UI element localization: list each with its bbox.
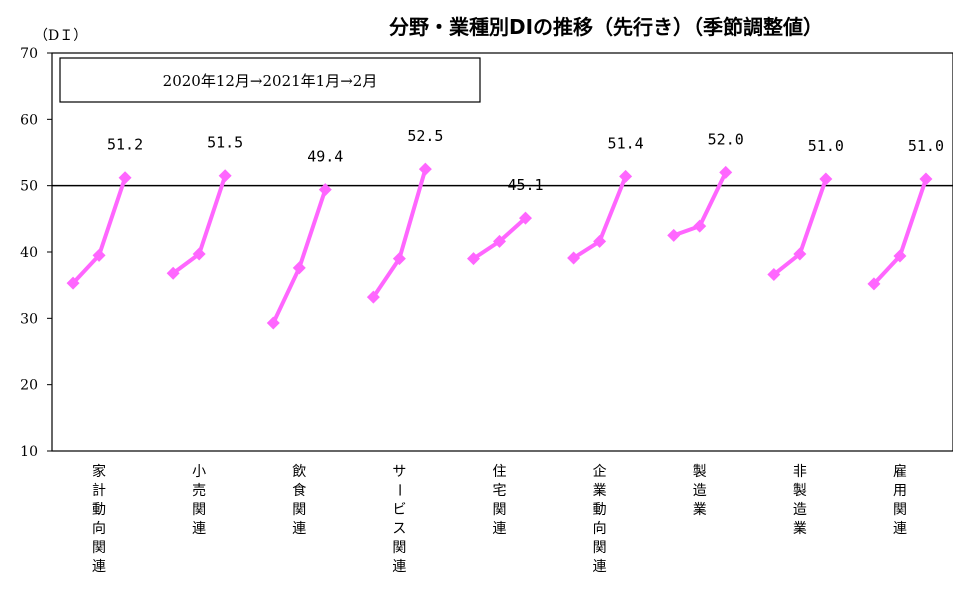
category-label-char: ビ [392, 502, 406, 518]
category-label-char: 家 [92, 463, 106, 480]
data-point [919, 172, 933, 186]
data-point [867, 277, 881, 291]
category-label-char: 造 [693, 483, 707, 499]
data-point [693, 219, 707, 233]
category-label-char: 業 [793, 521, 807, 537]
category-label-char: 連 [893, 521, 907, 537]
category-label-char: 連 [192, 521, 206, 537]
data-point [266, 316, 280, 330]
data-point [318, 183, 332, 197]
series-group: 51.2 51.5 49.4 52.5 45.1 51.4 52.0 51.0 51.0 [66, 127, 944, 330]
data-point [619, 169, 633, 183]
category-label-char: 宅 [493, 483, 507, 499]
category-label-char: サ [392, 464, 406, 480]
data-point [667, 228, 681, 242]
category-label-char: 企 [593, 463, 607, 480]
data-label: 51.0 [908, 137, 944, 155]
category-label-char: 関 [893, 502, 907, 518]
data-point [218, 169, 232, 183]
category-label-char: 業 [693, 502, 707, 518]
category-label-char: 関 [292, 502, 306, 518]
data-point [567, 251, 581, 265]
y-tick-label: 10 [20, 444, 38, 460]
data-label: 52.0 [708, 130, 744, 148]
category-label-char: 関 [593, 540, 607, 556]
data-point [366, 290, 380, 304]
data-point [493, 234, 506, 248]
category-label-char: 関 [493, 502, 507, 518]
legend-box [59, 57, 481, 103]
category-label-char: 製 [793, 483, 807, 499]
category-label-char: 関 [192, 502, 206, 518]
category-label-char: 連 [292, 521, 306, 537]
data-label: 45.1 [507, 176, 543, 194]
data-point [467, 252, 480, 266]
category-label-char: 造 [793, 502, 807, 518]
category-label-char: 関 [392, 540, 406, 556]
data-label: 51.0 [808, 137, 844, 155]
data-label: 51.2 [107, 136, 143, 154]
category-label-char: 向 [593, 521, 607, 537]
data-point [418, 162, 432, 176]
data-point [519, 211, 532, 225]
data-point [392, 252, 406, 266]
category-label-char: 売 [192, 483, 206, 499]
y-tick-label: 30 [20, 311, 38, 327]
chart-title: 分野・業種別DIの推移（先行き）（季節調整値） [389, 15, 823, 39]
category-labels: 家計動向関連小売関連飲食関連サービス関連住宅関連企業動向関連製造業非製造業雇用関… [92, 463, 907, 575]
data-label: 49.4 [307, 148, 343, 166]
category-label-char: 住 [493, 464, 507, 480]
y-tick-label: 60 [20, 112, 38, 128]
category-label-char: 小 [192, 464, 206, 480]
category-label-char: 動 [92, 502, 106, 518]
y-tick-label: 40 [20, 245, 38, 261]
category-label-char: 関 [92, 540, 106, 556]
y-axis-ticks: 10 20 30 40 50 60 70 [20, 46, 52, 460]
data-point [893, 249, 907, 263]
category-label-char: 製 [693, 464, 707, 480]
y-tick-label: 70 [20, 46, 38, 62]
data-point [192, 247, 206, 261]
data-point [793, 247, 807, 261]
category-label-char: 連 [392, 559, 406, 575]
data-point [819, 172, 833, 186]
category-label-char: ス [392, 521, 406, 537]
plot-area [51, 52, 953, 452]
category-label-char: 飲 [292, 464, 306, 480]
category-label-char: 雇 [893, 463, 907, 480]
data-point [719, 165, 733, 179]
category-label-char: 連 [92, 559, 106, 575]
legend-text: 2020年12月→2021年1月→2月 [163, 72, 378, 90]
data-label: 51.4 [608, 134, 644, 152]
category-label-char: 業 [593, 483, 607, 499]
data-label: 51.5 [207, 134, 243, 152]
y-tick-label: 20 [20, 378, 38, 394]
data-point [166, 266, 180, 280]
data-point [118, 171, 132, 185]
data-point [593, 234, 607, 248]
category-label-char: 計 [92, 483, 106, 499]
category-label-char: 連 [593, 559, 607, 575]
data-label: 52.5 [407, 127, 443, 145]
category-label-char: 用 [893, 483, 907, 499]
category-label-char: 向 [92, 521, 106, 537]
data-point [66, 276, 80, 290]
category-label-char: 連 [493, 521, 507, 537]
data-point [292, 261, 306, 275]
category-label-char: 動 [593, 502, 607, 518]
category-label-char: 非 [793, 464, 807, 480]
category-label-char: 食 [292, 482, 306, 499]
data-point [92, 248, 106, 262]
y-tick-label: 50 [20, 179, 38, 195]
y-axis-unit-label: （DＩ） [34, 28, 87, 44]
data-point [767, 268, 781, 282]
category-label-char: ー [390, 483, 406, 497]
